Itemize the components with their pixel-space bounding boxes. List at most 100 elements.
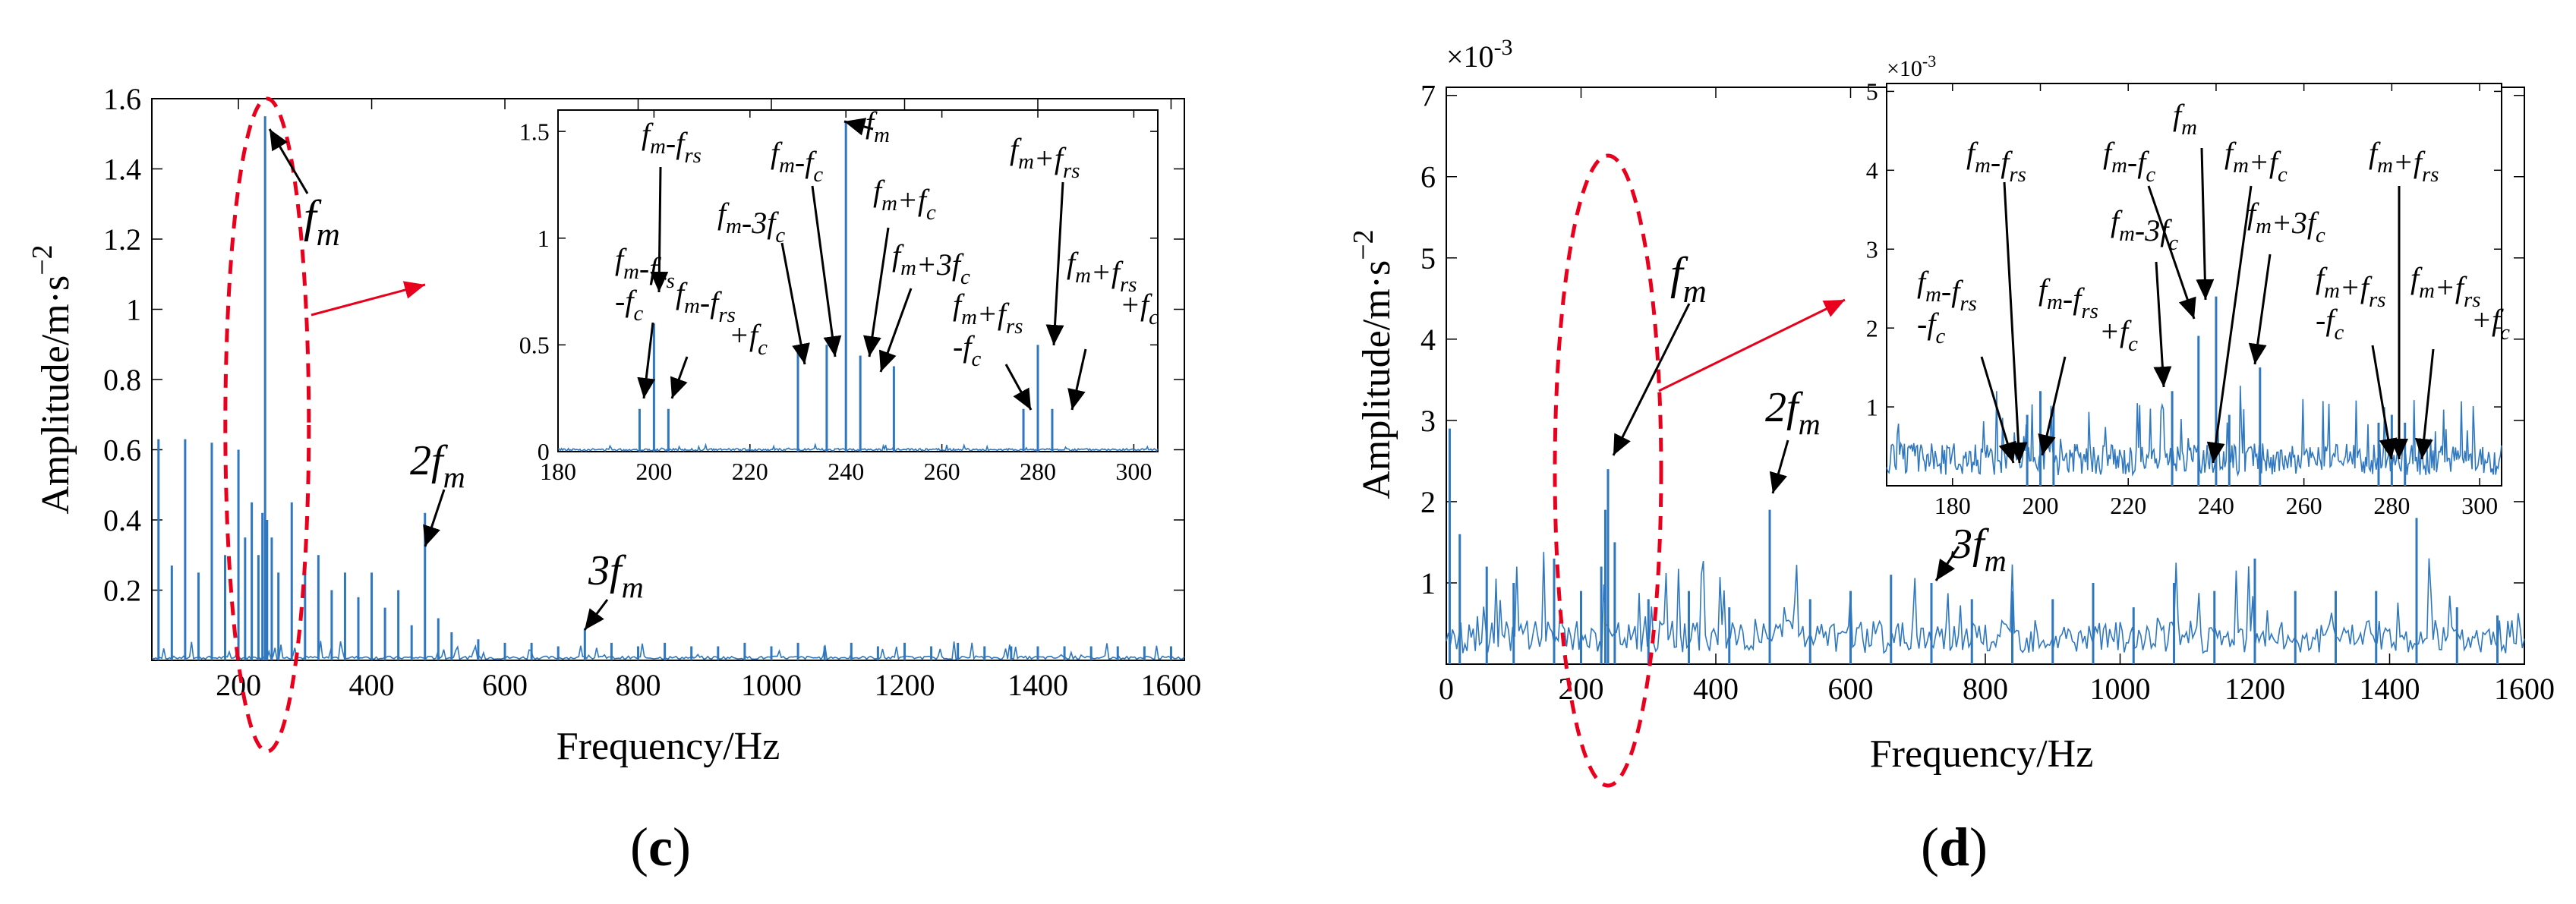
- c-main-xtick-label: 1200: [874, 668, 935, 702]
- d-inset-arrow: [2153, 261, 2172, 388]
- d-highlight-ellipse: [1553, 153, 1663, 788]
- d-xlabel: Frequency/Hz: [1870, 732, 2094, 776]
- d-zoom-arrow: [1658, 298, 1846, 392]
- d-scale-label: ×10-3: [1446, 35, 1513, 74]
- d-inset-arrow: [2371, 345, 2398, 460]
- d-main-ytick-label: 5: [1420, 241, 1436, 276]
- panel-c: 200 400 600 800 1000 1200 1400 1600 0.2 0.4 0.6 0.8…: [27, 82, 1201, 768]
- d-main-xtick-label: 1000: [2090, 672, 2151, 706]
- d-inset-label-3: fm-3fc: [2111, 204, 2178, 255]
- d-inset-arrow: [2038, 356, 2067, 456]
- d-arrow-3fm: [1934, 546, 1960, 581]
- d-inset: 180 200 220 240 260 280 30012345×10-3fm-frs-fc…: [1866, 52, 2510, 519]
- d-label-3fm: 3fm: [1950, 521, 2007, 578]
- d-inset-label-10: fm+frs: [2410, 261, 2480, 312]
- d-inset-arrow: [2248, 254, 2272, 365]
- caption-d-letter: d: [1938, 817, 1970, 877]
- c-inset-xtick-label: 300: [1115, 458, 1152, 485]
- d-inset-xtick-label: 240: [2198, 492, 2234, 519]
- c-main-ytick-label: 1.4: [103, 153, 141, 187]
- d-inset-ytick-label: 4: [1866, 157, 1878, 184]
- d-main-ytick-label: 4: [1420, 323, 1436, 357]
- c-arrow-fm: [268, 128, 309, 194]
- d-inset-xtick-label: 300: [2461, 492, 2498, 519]
- c-inset-ytick-label: 0: [538, 438, 550, 465]
- d-inset-arrow: [1980, 356, 2016, 464]
- d-main-xtick-label: 1600: [2494, 672, 2555, 706]
- d-arrow-fm: [1612, 303, 1691, 456]
- d-main-xtick-label: 1200: [2224, 672, 2285, 706]
- c-main-ytick-label: 1.2: [103, 222, 141, 257]
- d-inset-xtick-label: 200: [2023, 492, 2059, 519]
- d-inset-label-9: fm+frs: [2369, 136, 2439, 187]
- d-inset-spectrum-noise: [1886, 386, 2502, 477]
- c-main-xtick-label: 1000: [741, 668, 802, 702]
- c-inset-xtick-label: 260: [924, 458, 960, 485]
- d-spectrum-noise: [1446, 552, 2525, 654]
- d-arrow-2fm: [1769, 439, 1789, 494]
- c-main-ytick-label: 0.8: [103, 363, 141, 397]
- c-inset-arrow: [878, 288, 913, 373]
- c-label-fm: fm: [304, 191, 340, 253]
- d-inset-xtick-label: 180: [1934, 492, 1971, 519]
- c-xlabel: Frequency/Hz: [557, 725, 780, 768]
- c-inset-arrow: [1067, 348, 1087, 411]
- c-inset-arrow: [843, 118, 874, 136]
- c-inset-arrow: [637, 322, 656, 399]
- c-inset-label-9: fm+frs: [1010, 132, 1080, 183]
- c-inset-arrow: [670, 356, 689, 399]
- d-inset-arrow: [2147, 185, 2196, 320]
- c-inset-xtick-label: 200: [635, 458, 672, 485]
- c-inset-xtick-label: 280: [1020, 458, 1056, 485]
- c-inset-label-3: fm-3fc: [717, 197, 785, 247]
- d-inset-ytick-label: 1: [1866, 393, 1878, 421]
- c-arrow-2fm: [423, 489, 446, 547]
- c-main-ytick-label: 0.6: [103, 433, 141, 468]
- c-main-xtick-label: 800: [616, 668, 661, 702]
- d-inset-ytick-label: 2: [1866, 314, 1878, 342]
- d-inset-label-10-b: +fc: [2471, 303, 2510, 345]
- c-main-xtick-label: 1600: [1140, 668, 1201, 702]
- c-ylabel: Amplitude/m·s−2: [27, 244, 77, 514]
- c-main-ytick-label: 0.4: [103, 503, 141, 537]
- c-inset-xtick-label: 240: [828, 458, 864, 485]
- c-inset-arrow: [780, 242, 810, 365]
- c-inset-ytick-label: 1: [538, 225, 550, 252]
- c-inset-ytick-label: 0.5: [519, 332, 550, 359]
- d-inset-arrow: [2196, 147, 2215, 301]
- c-highlight-ellipse: [223, 96, 311, 754]
- d-main-ytick-label: 7: [1420, 79, 1436, 113]
- c-main-xtick-label: 1400: [1007, 668, 1068, 702]
- d-main-xtick-label: 200: [1559, 672, 1604, 706]
- c-main-xtick-label: 600: [482, 668, 528, 702]
- d-main-ytick-label: 6: [1420, 160, 1436, 194]
- d-inset-arrow: [2206, 185, 2253, 464]
- c-arrow-3fm: [583, 599, 609, 631]
- c-inset: 180 200 220 240 260 280 30000.511.5fm-frs-fcfm…: [519, 106, 1159, 485]
- caption-c: (c): [630, 817, 691, 877]
- c-inset-arrow: [1004, 364, 1033, 411]
- panel-d: 0 200 400 600 800 1000 1200 1400 16001234567×10-…: [1348, 35, 2555, 788]
- d-inset-frame: [1886, 83, 2502, 487]
- d-inset-xtick-label: 260: [2286, 492, 2322, 519]
- d-inset-ytick-label: 3: [1866, 235, 1878, 263]
- c-label-3fm: 3fm: [588, 547, 644, 604]
- d-main-ytick-label: 2: [1420, 485, 1436, 519]
- d-inset-arrow: [2414, 348, 2435, 460]
- c-inset-arrow: [863, 227, 890, 358]
- c-inset-xtick-label: 180: [540, 458, 576, 485]
- d-inset-ytick-label: 5: [1866, 78, 1878, 106]
- d-inset-label-5: fm: [2173, 98, 2197, 140]
- c-inset-arrow: [1045, 181, 1064, 346]
- d-inset-label-1: fm-frs: [1966, 136, 2026, 187]
- c-main-ytick-label: 1: [126, 293, 141, 327]
- caption-d: (d): [1921, 817, 1988, 877]
- d-main-ytick-label: 3: [1420, 404, 1436, 438]
- c-zoom-arrow: [311, 281, 426, 317]
- d-inset-xtick-label: 280: [2373, 492, 2410, 519]
- d-ylabel: Amplitude/m·s−2: [1348, 229, 1398, 499]
- c-inset-ytick-label: 1.5: [519, 118, 550, 145]
- c-main-ytick-label: 0.2: [103, 574, 141, 608]
- d-main-ytick-label: 1: [1420, 566, 1436, 600]
